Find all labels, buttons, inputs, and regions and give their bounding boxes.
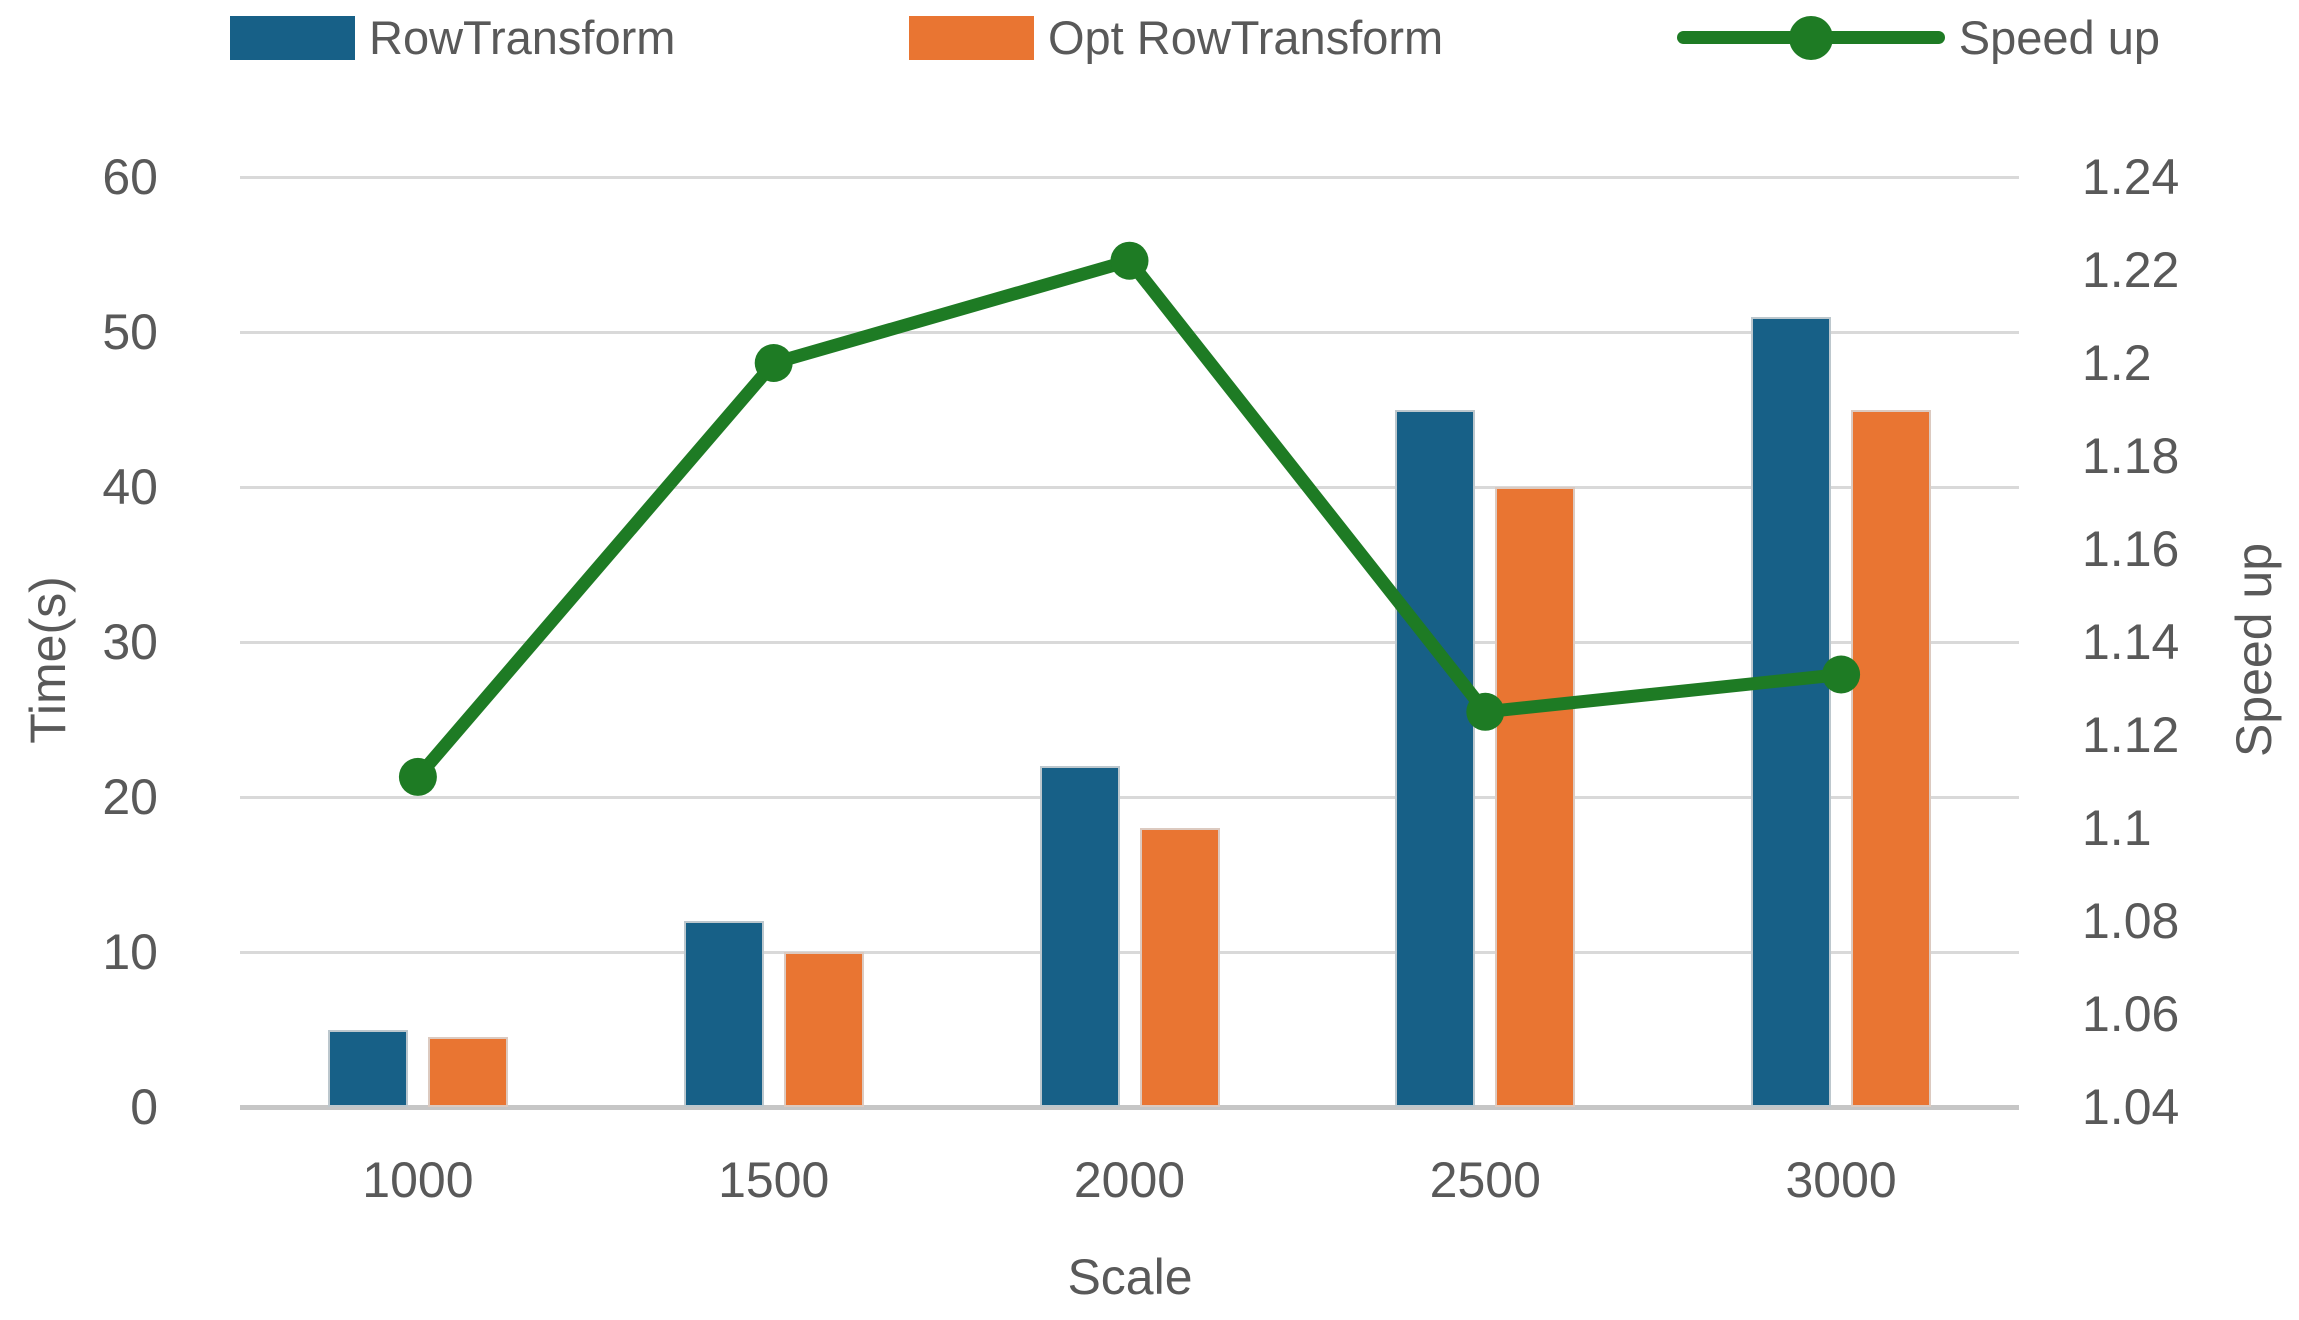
bar-opt-rowtransform-1500 [783, 952, 864, 1107]
legend-swatch-opt-rowtransform [908, 15, 1034, 60]
y-right-tick-1.14: 1.14 [2082, 614, 2180, 670]
y-right-tick-1.2: 1.2 [2082, 335, 2152, 391]
x-tick-2500: 2500 [1429, 1152, 1541, 1208]
y-left-tick-10: 10 [102, 924, 158, 980]
y-right-tick-1.22: 1.22 [2082, 242, 2180, 298]
y-left-tick-0: 0 [130, 1079, 158, 1135]
y-left-tick-30: 30 [102, 614, 158, 670]
legend-entry-speedup: Speed up [1676, 11, 2160, 64]
legend-label-speedup: Speed up [1958, 11, 2160, 64]
y-right-tick-1.16: 1.16 [2082, 521, 2180, 577]
gridline-60 [240, 175, 2019, 179]
gridline-10 [240, 950, 2019, 954]
y-right-tick-1.24: 1.24 [2082, 149, 2180, 205]
bar-rowtransform-1500 [683, 921, 764, 1107]
speedup-point-1500 [754, 344, 793, 382]
gridline-20 [240, 795, 2019, 799]
bar-opt-rowtransform-2000 [1139, 828, 1220, 1107]
speedup-line [411, 254, 1848, 784]
legend-entry-rowtransform: RowTransform [230, 14, 675, 61]
legend-label-rowtransform: RowTransform [369, 11, 676, 64]
y-left-tick-20: 20 [102, 769, 158, 825]
y-axis-right-title: Speed up [2226, 542, 2282, 758]
y-right-tick-1.12: 1.12 [2082, 707, 2180, 763]
x-tick-1500: 1500 [718, 1152, 830, 1208]
bar-opt-rowtransform-1000 [427, 1037, 508, 1107]
legend-line-marker-icon [1676, 15, 1945, 60]
legend: RowTransform Opt RowTransform Speed up [230, 14, 2160, 61]
y-left-tick-50: 50 [102, 304, 158, 360]
bar-rowtransform-2500 [1395, 409, 1476, 1107]
y-right-tick-1.06: 1.06 [2082, 986, 2180, 1042]
bar-rowtransform-1000 [327, 1029, 408, 1107]
x-axis-title: Scale [1067, 1249, 1193, 1305]
bar-opt-rowtransform-3000 [1851, 409, 1932, 1107]
y-right-tick-1.18: 1.18 [2082, 428, 2180, 484]
y-right-tick-1.08: 1.08 [2082, 893, 2180, 949]
bar-opt-rowtransform-2500 [1495, 487, 1576, 1107]
bar-rowtransform-2000 [1039, 766, 1120, 1107]
legend-swatch-rowtransform [230, 15, 355, 60]
bar-rowtransform-3000 [1751, 316, 1832, 1107]
gridline-0 [240, 1104, 2019, 1110]
y-right-tick-1.1: 1.1 [2082, 800, 2152, 856]
y-left-tick-60: 60 [102, 149, 158, 205]
legend-entry-opt-rowtransform: Opt RowTransform [908, 11, 1444, 64]
y-axis-left-title: Time(s) [20, 576, 76, 744]
speedup-point-2000 [1110, 241, 1149, 280]
legend-label-opt-rowtransform: Opt RowTransform [1047, 11, 1444, 64]
x-tick-2000: 2000 [1073, 1152, 1186, 1208]
x-tick-3000: 3000 [1785, 1152, 1897, 1208]
y-left-tick-40: 40 [102, 459, 158, 515]
x-tick-1000: 1000 [362, 1152, 474, 1208]
speedup-point-1000 [398, 757, 437, 796]
y-right-tick-1.04: 1.04 [2082, 1079, 2180, 1135]
